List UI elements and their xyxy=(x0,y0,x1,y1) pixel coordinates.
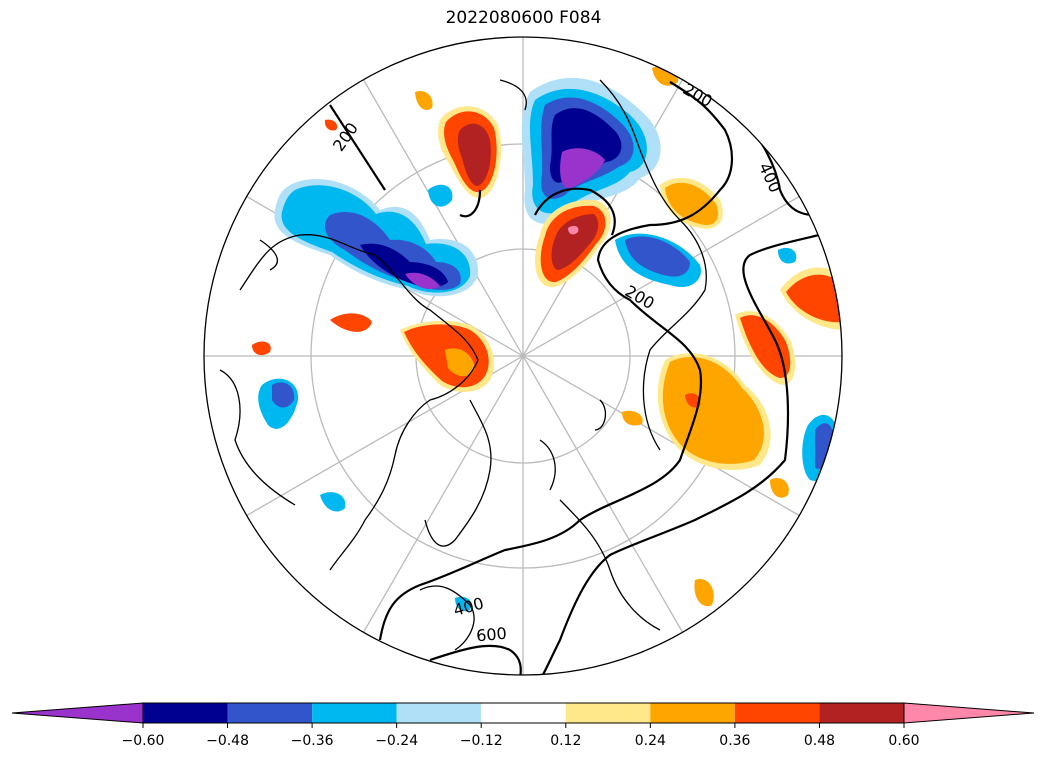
contour-label: 600 xyxy=(475,624,507,646)
colorbar-tick-label: 0.60 xyxy=(888,733,919,749)
positive-anomaly-cell xyxy=(551,214,599,270)
colorbar-bin xyxy=(227,703,313,723)
negative-anomaly-cell xyxy=(405,272,440,290)
polar-map: 200 200 400 200 400 600 xyxy=(203,36,843,676)
colorbar-bin xyxy=(650,703,735,723)
negative-anomaly-cell xyxy=(272,382,295,408)
colorbar-tick-label: −0.60 xyxy=(122,733,165,749)
colorbar-tick-label: 0.36 xyxy=(719,733,750,749)
positive-anomaly-cell xyxy=(685,393,701,408)
positive-anomaly-cell xyxy=(330,313,372,332)
coastline xyxy=(239,234,479,571)
positive-anomaly-cell xyxy=(694,579,714,607)
coastline xyxy=(594,399,607,431)
contour-200 xyxy=(378,81,734,641)
negative-anomaly-cell xyxy=(778,247,797,264)
positive-anomaly-cell xyxy=(740,315,791,378)
contour-lows xyxy=(459,189,482,218)
contour-200 xyxy=(329,104,386,191)
coastline xyxy=(599,79,707,451)
negative-anomaly-cell xyxy=(428,184,453,207)
negative-anomaly-cell xyxy=(625,236,690,277)
colorbar-extend-low xyxy=(11,702,144,724)
colorbar-tick-label: 0.12 xyxy=(550,733,581,749)
positive-anomaly-cell xyxy=(622,410,643,426)
colorbar-extend-high xyxy=(903,702,1035,724)
positive-anomaly-cell xyxy=(665,182,719,226)
positive-anomaly-cell xyxy=(786,274,842,323)
colorbar-bin xyxy=(396,703,482,723)
coastline xyxy=(559,499,661,631)
negative-anomaly-cell xyxy=(455,596,472,612)
colorbar-tick-label: 0.48 xyxy=(804,733,835,749)
positive-anomaly-cell xyxy=(324,119,338,131)
colorbar-bin xyxy=(819,703,904,723)
coastlines xyxy=(219,79,707,651)
positive-anomaly-cell xyxy=(457,123,491,186)
coastline xyxy=(424,399,492,547)
coastline xyxy=(219,369,296,506)
colorbar-boxes xyxy=(11,702,1035,724)
colorbar-bin xyxy=(734,703,820,723)
figure-title: 2022080600 F084 xyxy=(445,8,602,28)
coastline xyxy=(259,239,279,271)
positive-anomaly-cell xyxy=(445,348,475,377)
colorbar-tick-label: 0.24 xyxy=(635,733,666,749)
negative-anomaly-cell xyxy=(320,492,346,512)
positive-anomaly-cell xyxy=(415,90,433,111)
coastline xyxy=(419,585,475,651)
contour-400 xyxy=(539,228,841,675)
colorbar-tick-label: −0.36 xyxy=(291,733,334,749)
colorbar-outline xyxy=(142,702,905,724)
colorbar-tick-label: −0.24 xyxy=(375,733,418,749)
colorbar-bin xyxy=(143,703,228,723)
colorbar-bin xyxy=(312,703,397,723)
negative-anomaly-cell xyxy=(560,148,605,189)
colorbar-ticks: −0.60 −0.48 −0.36 −0.24 −0.12 0.12 0.24 0.36 0.4… xyxy=(122,723,920,749)
positive-anomaly-cell xyxy=(568,225,579,235)
colorbar-bin xyxy=(565,703,651,723)
coastline xyxy=(539,439,556,491)
contour-600 xyxy=(429,644,522,675)
map-boundary xyxy=(203,36,843,676)
positive-anomaly-cell xyxy=(252,341,271,356)
colorbar-bin xyxy=(481,703,566,723)
positive-anomaly-cell xyxy=(770,477,789,498)
contour-lows xyxy=(534,187,616,236)
colorbar-tick-label: −0.48 xyxy=(206,733,249,749)
coastline xyxy=(499,79,527,111)
colorbar-tick-label: −0.12 xyxy=(460,733,503,749)
